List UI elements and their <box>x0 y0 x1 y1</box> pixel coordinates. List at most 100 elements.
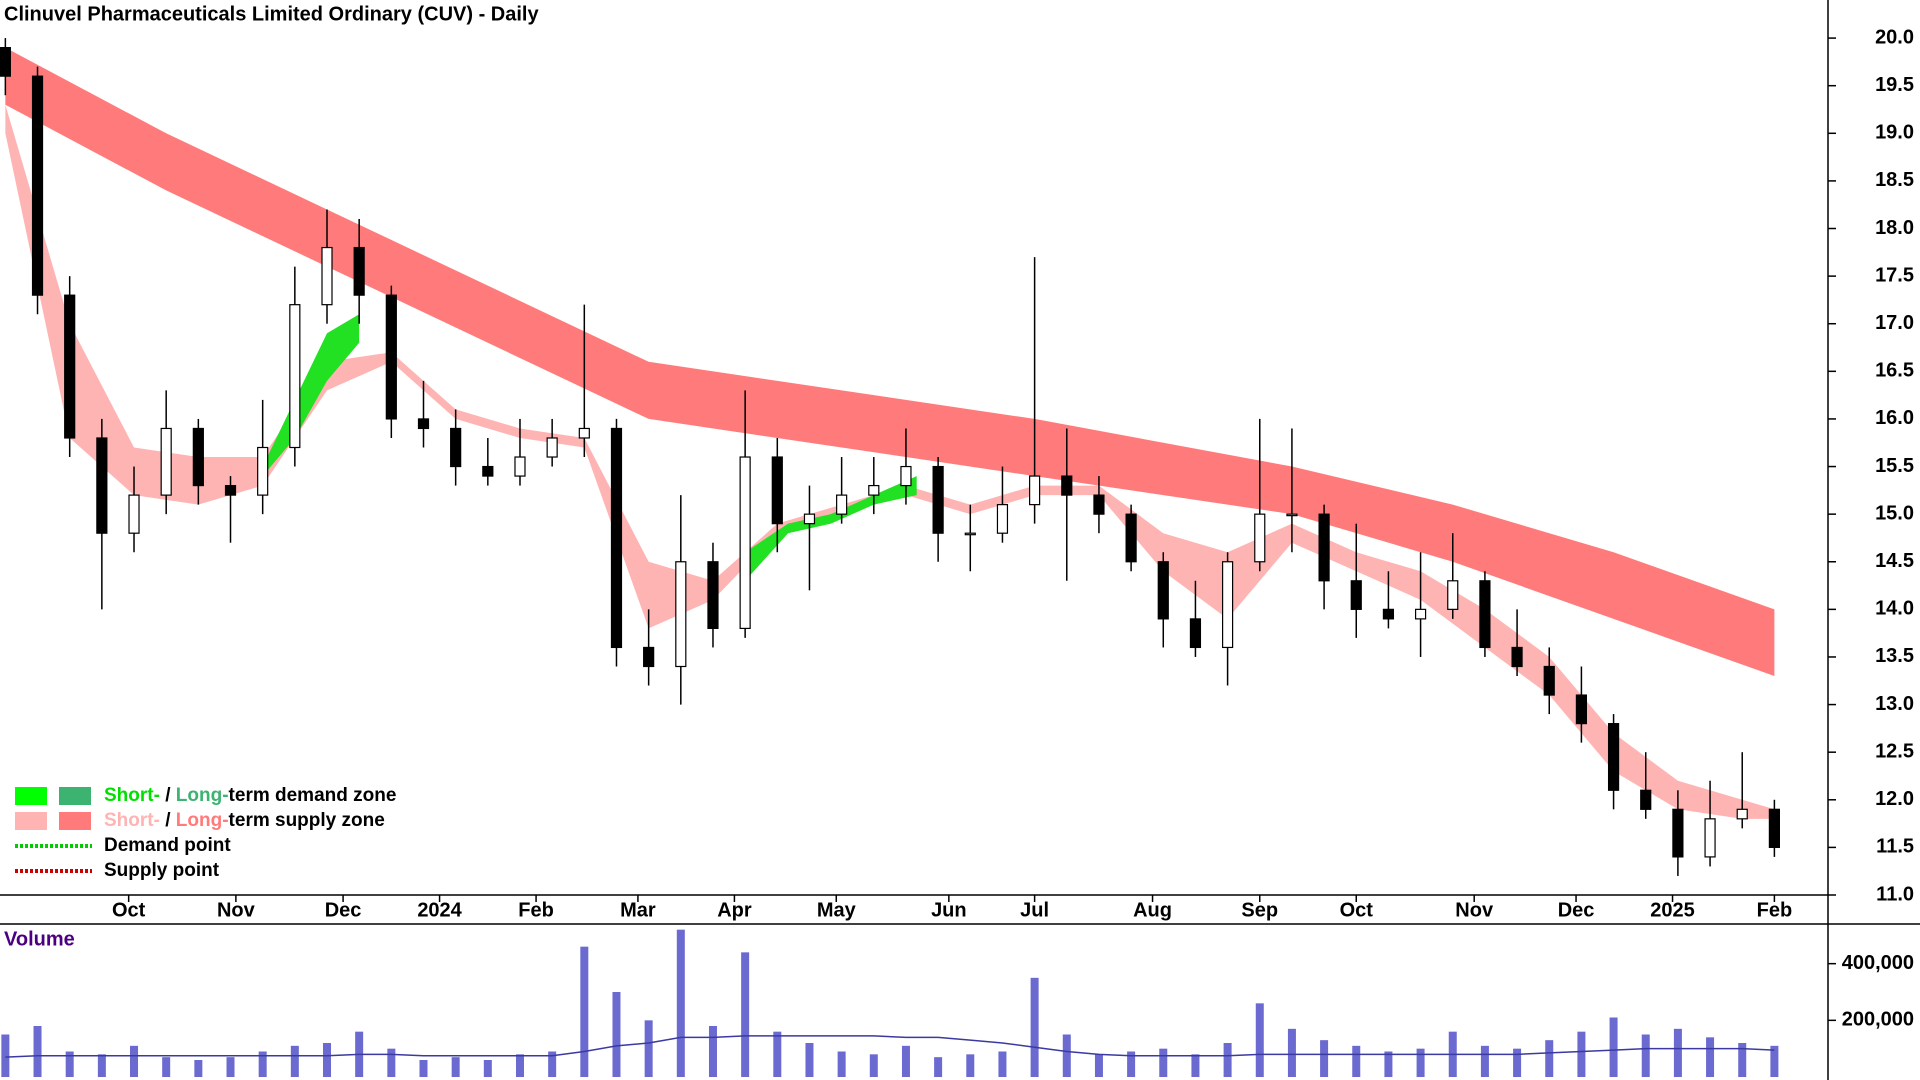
legend-swatch <box>59 812 91 830</box>
volume-bar <box>580 946 589 1077</box>
candle-body <box>1414 608 1427 620</box>
legend-label: Short- / Long-term supply zone <box>104 810 385 831</box>
y-tick-label: 19.0 <box>1875 122 1914 144</box>
legend-text: term demand zone <box>229 785 397 806</box>
zone-band <box>5 104 1775 819</box>
candle-body <box>1607 723 1620 791</box>
volume-bar <box>483 1060 492 1077</box>
candle-body <box>1543 665 1555 696</box>
volume-bar <box>837 1051 846 1077</box>
y-tick-label: 12.0 <box>1875 788 1914 810</box>
candle-body <box>96 437 108 534</box>
y-tick-label: 17.5 <box>1875 264 1914 286</box>
candle-body <box>1704 818 1716 858</box>
legend-label: Supply point <box>104 860 220 881</box>
volume-bar <box>1320 1040 1329 1077</box>
y-tick-label: 200,000 <box>1842 1009 1914 1031</box>
volume-bar <box>33 1026 42 1077</box>
candle-body <box>1093 494 1105 515</box>
legend-text: Long- <box>176 810 229 831</box>
volume-bar <box>1384 1051 1393 1077</box>
y-tick-label: 15.5 <box>1875 455 1914 477</box>
volume-bar <box>1 1034 10 1077</box>
volume-bar <box>901 1045 910 1077</box>
volume-bar <box>644 1020 653 1077</box>
volume-bar <box>1030 977 1039 1077</box>
volume-bar <box>419 1060 428 1077</box>
volume-bar <box>869 1054 878 1077</box>
volume-bar <box>1545 1040 1554 1077</box>
volume-average <box>5 1035 1775 1058</box>
legend-swatch <box>15 787 47 805</box>
volume-bar <box>676 929 685 1077</box>
volume-bar <box>934 1057 943 1077</box>
legend-text: Short- <box>104 785 160 806</box>
volume-bar <box>548 1051 557 1077</box>
candle-body <box>1672 808 1684 858</box>
volume-bar <box>65 1051 74 1077</box>
candle-body <box>771 456 783 525</box>
candle-body <box>0 47 11 77</box>
candle-body <box>900 465 912 487</box>
candle-body <box>450 427 462 468</box>
volume-bar <box>966 1054 975 1077</box>
x-tick-label: May <box>817 899 857 921</box>
candle-body <box>1511 646 1523 668</box>
x-tick-label: 2025 <box>1650 899 1695 921</box>
volume-bar <box>226 1057 235 1077</box>
volume-bar <box>1287 1028 1296 1077</box>
candle-body <box>643 646 655 668</box>
volume-bar <box>1609 1017 1618 1077</box>
volume-title: Volume <box>4 928 75 950</box>
legend-text: term supply zone <box>229 810 385 831</box>
y-tick-label: 15.0 <box>1875 502 1914 524</box>
candle-body <box>64 294 76 439</box>
volume-bar <box>998 1051 1007 1077</box>
chart-title: Clinuvel Pharmaceuticals Limited Ordinar… <box>4 3 539 25</box>
candle-body <box>610 427 623 649</box>
candle-body <box>385 294 397 420</box>
volume-bar <box>1094 1054 1103 1077</box>
y-tick-label: 19.5 <box>1875 74 1914 96</box>
candle-body <box>514 456 526 477</box>
volume-bar <box>451 1057 460 1077</box>
x-tick-label: 2024 <box>417 899 462 921</box>
legend-text: Supply point <box>104 860 220 881</box>
x-tick-label: Feb <box>1757 899 1793 921</box>
candle-body <box>739 456 751 630</box>
volume-bar <box>1577 1031 1586 1077</box>
candle-body <box>482 465 494 477</box>
y-tick-label: 400,000 <box>1842 952 1914 974</box>
candle-body <box>836 494 848 515</box>
volume-bar <box>1641 1034 1650 1077</box>
volume-bar <box>1706 1037 1715 1077</box>
x-tick-label: Oct <box>112 899 146 921</box>
candle-body <box>1640 789 1652 810</box>
volume-bar <box>130 1045 139 1077</box>
y-tick-label: 11.0 <box>1876 883 1914 905</box>
candle-body <box>1286 513 1298 517</box>
volume-bar <box>194 1060 203 1077</box>
legend-label: Demand point <box>104 835 231 856</box>
zone-band <box>5 47 1775 677</box>
y-tick-label: 17.0 <box>1875 312 1914 334</box>
volume-bar <box>612 992 621 1077</box>
volume-bar <box>741 952 750 1077</box>
x-tick-label: Jun <box>931 899 967 921</box>
x-tick-label: Jul <box>1020 899 1049 921</box>
candle-body <box>192 427 204 487</box>
legend-text: / <box>160 810 176 831</box>
volume-bar <box>323 1043 332 1077</box>
x-tick-label: Feb <box>518 899 554 921</box>
candle-body <box>578 427 590 439</box>
candle-body <box>1125 513 1137 563</box>
candle-body <box>675 561 687 668</box>
volume-bar <box>805 1043 814 1077</box>
volume-bar <box>773 1031 782 1077</box>
candle-body <box>128 494 140 534</box>
candle-body <box>932 465 944 534</box>
zone-band <box>262 314 917 581</box>
volume-bar <box>1673 1028 1682 1077</box>
volume-bar <box>1352 1045 1361 1077</box>
